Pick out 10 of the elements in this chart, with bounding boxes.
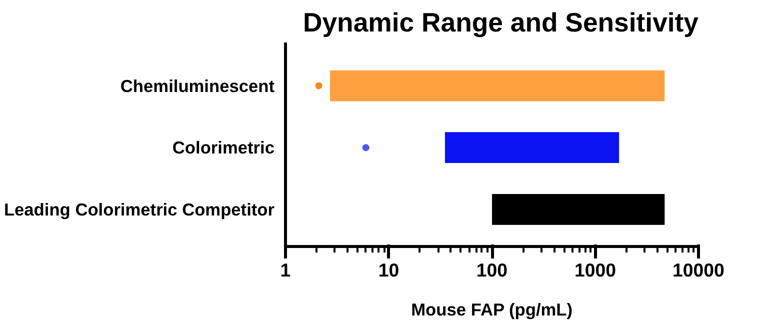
x-tick-label: 10000 (672, 260, 724, 280)
chart-title: Dynamic Range and Sensitivity (302, 8, 699, 38)
x-tick-label: 10 (378, 260, 400, 280)
x-tick-label: 1 (280, 260, 291, 280)
y-tick-label: Leading Colorimetric Competitor (4, 199, 275, 220)
x-tick-label: 100 (476, 260, 508, 280)
y-tick-label: Colorimetric (172, 138, 275, 158)
x-tick-label: 1000 (574, 260, 616, 280)
x-axis-title: Mouse FAP (pg/mL) (411, 300, 573, 320)
y-tick-label: Chemiluminescent (120, 76, 275, 96)
